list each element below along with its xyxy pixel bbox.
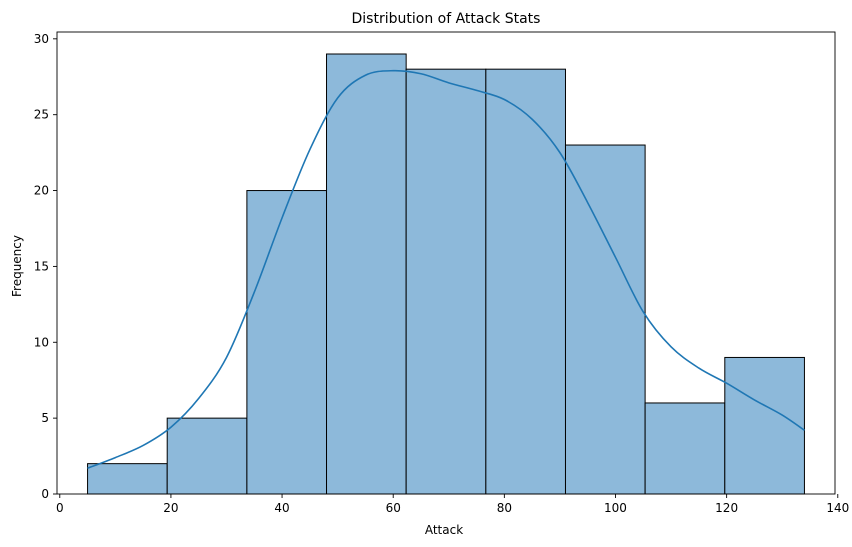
y-tick-label: 25 (34, 108, 49, 122)
histogram-bar (644, 402, 726, 495)
x-tick-label: 20 (163, 501, 178, 515)
x-tick-label: 100 (604, 501, 627, 515)
histogram-bar (405, 68, 487, 495)
y-axis-label: Frequency (10, 235, 24, 297)
y-tick-label: 5 (41, 411, 49, 425)
plot-frame (56, 31, 836, 495)
histogram-bar (485, 68, 566, 495)
histogram-bar (326, 53, 407, 495)
histogram-bar (246, 190, 328, 495)
y-tick-label: 15 (34, 259, 49, 273)
x-tick-label: 140 (826, 501, 849, 515)
histogram-bar (724, 356, 805, 495)
x-tick-label: 60 (386, 501, 401, 515)
chart-title: Distribution of Attack Stats (352, 11, 541, 27)
y-tick-label: 20 (34, 184, 49, 198)
histogram-bar (87, 463, 168, 495)
x-tick-label: 0 (56, 501, 64, 515)
y-tick-label: 0 (41, 487, 49, 501)
histogram-bars (87, 53, 805, 495)
x-tick-label: 80 (497, 501, 512, 515)
histogram-bar (564, 144, 646, 495)
y-tick-label: 10 (34, 335, 49, 349)
y-axis-ticks: 0 5 10 15 20 25 30 (34, 32, 57, 501)
histogram-bar (166, 417, 248, 495)
kde-curve (87, 69, 805, 469)
y-tick-label: 30 (34, 32, 49, 46)
x-axis-ticks: 0 20 40 60 80 100 120 140 (56, 494, 849, 515)
x-tick-label: 120 (715, 501, 738, 515)
x-tick-label: 40 (274, 501, 289, 515)
x-axis-label: Attack (425, 523, 463, 537)
